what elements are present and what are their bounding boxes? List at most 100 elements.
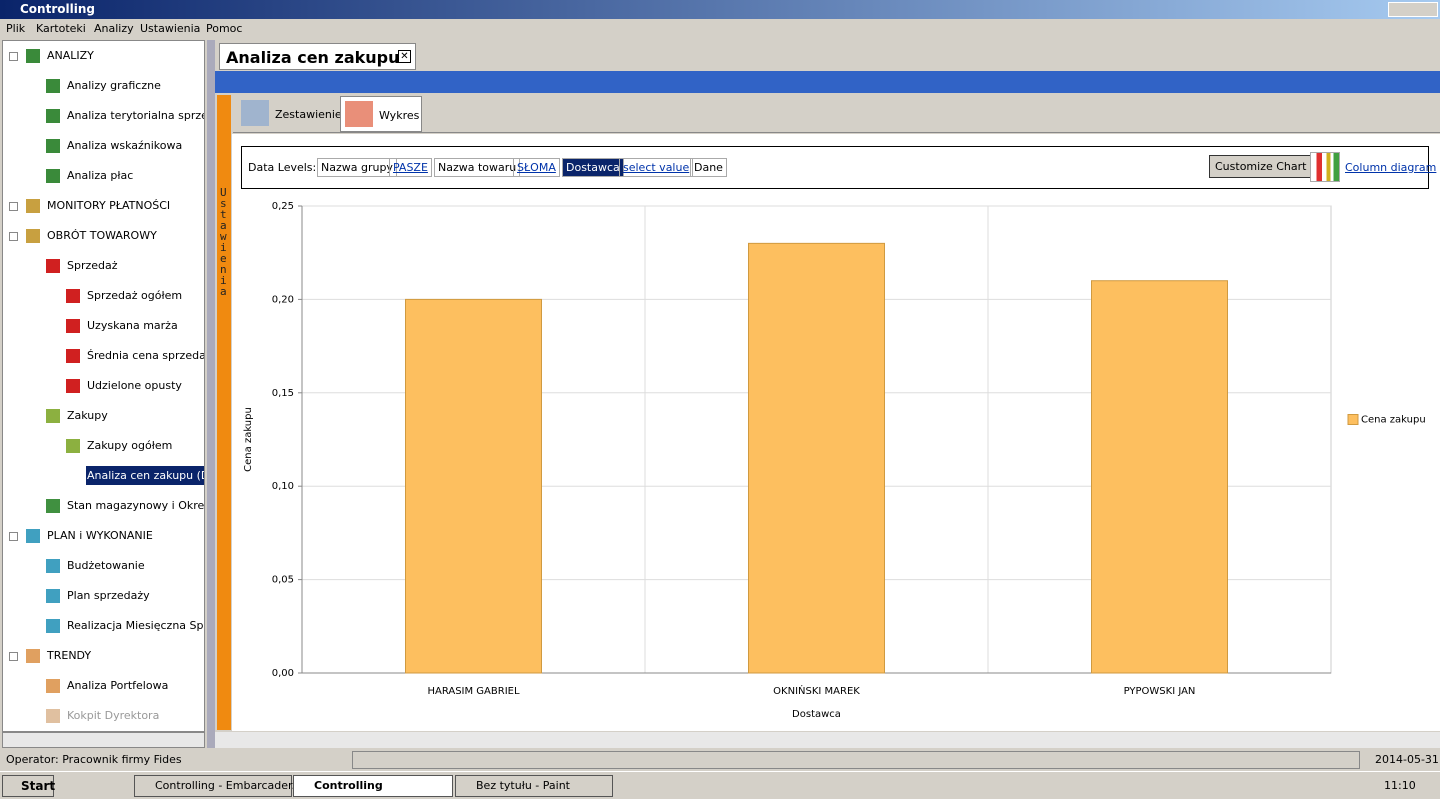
- bar: [748, 242, 885, 674]
- tree-item[interactable]: Analiza wskaźnikowa: [67, 139, 183, 152]
- tree-item[interactable]: Średnia cena sprzedaży: [87, 349, 205, 362]
- level-item[interactable]: Dostawca: [562, 158, 624, 177]
- subtab[interactable]: Zestawienie: [237, 96, 342, 132]
- status-operator: Operator: Pracownik firmy Fides: [6, 753, 182, 766]
- tree-item[interactable]: Kokpit Dyrektora: [67, 709, 160, 722]
- tree-item[interactable]: Analiza terytorialna sprzeaży: [67, 109, 204, 122]
- tree-icon: [26, 49, 40, 63]
- diagram-link[interactable]: Column diagram: [1345, 161, 1437, 174]
- data-levels-label: Data Levels:: [248, 161, 317, 174]
- tree-icon: [46, 499, 60, 513]
- side-strip[interactable]: Ustawienia: [217, 95, 231, 730]
- diagram-icon: [1310, 152, 1340, 182]
- legend-label: Cena zakupu: [1361, 415, 1426, 426]
- tree-toggle[interactable]: [9, 202, 18, 211]
- customize-button[interactable]: Customize Chart: [1209, 155, 1313, 178]
- tree-panel: ANALIZY Analizy graficzne Analiza terytori…: [2, 40, 205, 732]
- tree-item[interactable]: MONITORY PŁATNOŚCI: [47, 199, 171, 212]
- tree-item[interactable]: TRENDY: [47, 649, 92, 662]
- tree-icon: [66, 379, 80, 393]
- y-tick-label: 0,20: [272, 294, 294, 305]
- task-button[interactable]: Controlling: [293, 775, 453, 797]
- x-tick-label: HARASIM GABRIEL: [427, 686, 520, 697]
- tree-scroll: [2, 732, 205, 748]
- chart: 0,00 0,05 0,10 0,15 0,20 0,25 HARASIM GABRIEL O…: [243, 201, 1426, 720]
- tree-item[interactable]: Stan magazynowy i Okresy z: [67, 499, 205, 512]
- tree-item[interactable]: Zakupy: [67, 409, 108, 422]
- tree-icon: [46, 559, 60, 573]
- menu-item[interactable]: Analizy: [94, 22, 134, 35]
- task-button[interactable]: Controlling - Embarcader...: [134, 775, 302, 797]
- tree-icon: [66, 319, 80, 333]
- subtab-icon: [345, 101, 373, 127]
- tree-item[interactable]: Analizy graficzne: [67, 79, 161, 92]
- tree-item[interactable]: Sprzedaż ogółem: [87, 289, 183, 302]
- level-item[interactable]: Nazwa grupy: [317, 158, 397, 177]
- level-link[interactable]: PASZE: [389, 158, 432, 177]
- x-tick-label: OKNIŃSKI MAREK: [773, 684, 860, 697]
- menu-item[interactable]: Kartoteki: [36, 22, 86, 35]
- menu-item[interactable]: Ustawienia: [140, 22, 201, 35]
- level-item[interactable]: Nazwa towaru: [434, 158, 521, 177]
- task-button[interactable]: Bez tytułu - Paint: [455, 775, 613, 797]
- tree-toggle[interactable]: [9, 652, 18, 661]
- subtab-label: Zestawienie: [275, 108, 342, 121]
- data-levels-bar: Data Levels: Nazwa grupy PASZE Nazwa towaru…: [241, 146, 1436, 189]
- subtab[interactable]: Wykres: [340, 96, 422, 132]
- tree-icon: [46, 79, 60, 93]
- level-link[interactable]: select value: [619, 158, 694, 177]
- tab-title[interactable]: Analiza cen zakupu: [226, 48, 400, 67]
- tree-item[interactable]: Budżetowanie: [67, 559, 145, 572]
- tree-item[interactable]: Sprzedaż: [67, 259, 118, 272]
- subtab-icon: [241, 100, 269, 126]
- tree-item[interactable]: OBRÓT TOWAROWY: [47, 229, 157, 242]
- legend-swatch: [1347, 414, 1359, 425]
- tree-item[interactable]: Analiza płac: [67, 169, 134, 182]
- status-cell: [352, 751, 1360, 769]
- tree-item[interactable]: Zakupy ogółem: [87, 439, 173, 452]
- title-bar: Controlling: [0, 0, 1440, 19]
- level-link[interactable]: SŁOMA: [513, 158, 560, 177]
- status-date: 2014-05-31: [1375, 753, 1439, 766]
- window-buttons[interactable]: [1388, 2, 1438, 17]
- tree-item[interactable]: Analiza cen zakupu (Dos: [86, 466, 204, 485]
- tree-icon: [46, 139, 60, 153]
- menu-item[interactable]: Plik: [6, 22, 26, 35]
- tree-icon: [46, 169, 60, 183]
- side-label: Ustawienia: [220, 186, 227, 298]
- start-button[interactable]: Start: [2, 775, 55, 797]
- bar: [405, 298, 542, 674]
- tree-icon: [46, 589, 60, 603]
- tree-icon: [26, 649, 40, 663]
- tree-toggle[interactable]: [9, 232, 18, 241]
- tab-close[interactable]: ✕: [398, 50, 411, 63]
- x-axis-label: Dostawca: [792, 709, 841, 720]
- menu-item[interactable]: Pomoc: [206, 22, 243, 35]
- tree-icon: [46, 679, 60, 693]
- tree-item[interactable]: Udzielone opusty: [87, 379, 182, 392]
- tree-icon: [26, 229, 40, 243]
- tree-toggle[interactable]: [9, 52, 18, 61]
- y-tick-label: 0,05: [272, 575, 294, 586]
- y-tick-label: 0,00: [272, 668, 294, 679]
- tree-icon: [26, 529, 40, 543]
- tree-icon: [46, 409, 60, 423]
- tree-item[interactable]: Realizacja Miesięczna Sprzed: [67, 619, 204, 632]
- tree-item[interactable]: Plan sprzedaży: [67, 589, 150, 602]
- tree-toggle[interactable]: [9, 532, 18, 541]
- x-tick-label: PYPOWSKI JAN: [1124, 686, 1196, 697]
- tree-item[interactable]: Uzyskana marża: [87, 319, 178, 332]
- level-item[interactable]: Dane: [690, 158, 727, 177]
- subtab-label: Wykres: [379, 109, 420, 122]
- tab-header: Analiza cen zakupu ✕: [219, 43, 416, 70]
- status-bar: Operator: Pracownik firmy Fides 2014-05-…: [0, 750, 1440, 770]
- tree-icon: [66, 289, 80, 303]
- tree-icon: [66, 349, 80, 363]
- tree-item[interactable]: Analiza Portfelowa: [67, 679, 169, 692]
- tree-icon: [46, 619, 60, 633]
- tree-item[interactable]: ANALIZY: [47, 49, 94, 62]
- task-label: Controlling: [314, 779, 383, 792]
- tree-item[interactable]: PLAN i WYKONANIE: [47, 529, 153, 542]
- taskbar: Start 11:10 Controlling - Embarcader... C…: [0, 771, 1440, 799]
